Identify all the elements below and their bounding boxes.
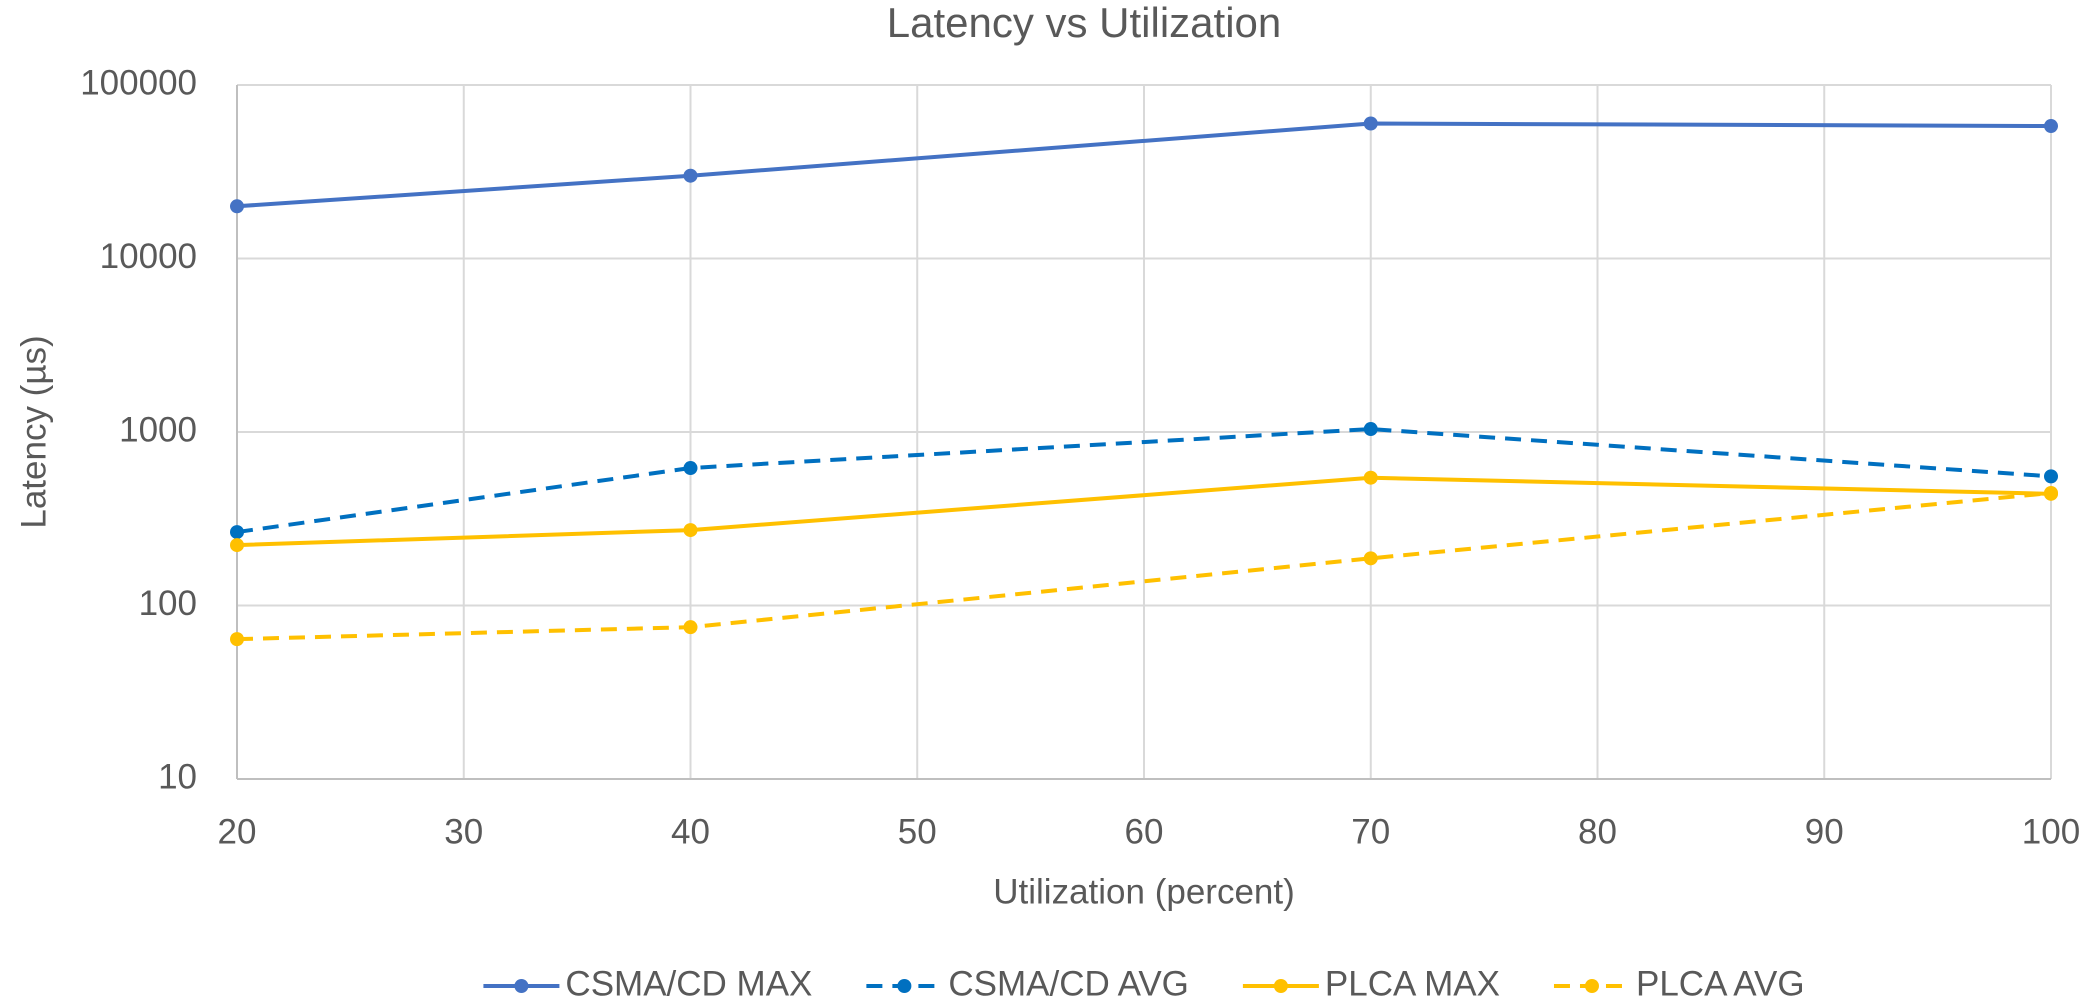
legend-marker <box>514 979 529 993</box>
x-tick-label: 20 <box>218 812 257 851</box>
x-tick-label: 70 <box>1351 812 1390 851</box>
data-point <box>683 523 698 538</box>
y-tick-label: 1000 <box>119 410 197 449</box>
y-tick-label: 100 <box>139 584 197 623</box>
data-point <box>230 632 244 647</box>
x-axis-title: Utilization (percent) <box>993 872 1295 911</box>
y-tick-label: 10000 <box>100 237 197 276</box>
x-tick-label: 100 <box>2022 812 2080 851</box>
data-point <box>683 461 698 476</box>
x-tick-label: 60 <box>1125 812 1164 851</box>
data-point <box>230 525 244 540</box>
data-point <box>683 620 698 635</box>
series-line <box>236 491 2052 642</box>
legend-label: PLCA MAX <box>1325 964 1500 1002</box>
legend-marker <box>1584 979 1599 993</box>
x-tick-label: 40 <box>671 812 710 851</box>
data-point <box>1363 551 1378 566</box>
x-tick-label: 50 <box>898 812 937 851</box>
x-tick-label: 80 <box>1578 812 1617 851</box>
legend-item: PLCA MAX <box>1242 964 1500 1002</box>
data-point <box>230 199 244 214</box>
legend-item: CSMA/CD AVG <box>866 964 1189 1002</box>
legend-label: CSMA/CD AVG <box>948 964 1189 1002</box>
y-tick-label: 100000 <box>80 63 197 102</box>
data-point <box>230 538 244 553</box>
data-point <box>2044 469 2058 484</box>
x-tick-label: 90 <box>1805 812 1844 851</box>
data-point <box>2044 119 2058 134</box>
series-line <box>236 121 2052 209</box>
y-axis-title: Latency (µs) <box>14 335 53 528</box>
legend-label: PLCA AVG <box>1636 964 1805 1002</box>
data-point <box>1363 470 1378 485</box>
legend-item: PLCA AVG <box>1553 964 1805 1002</box>
legend-marker <box>1273 979 1288 993</box>
data-point <box>2044 486 2058 501</box>
data-point <box>1363 116 1378 131</box>
x-tick-label: 30 <box>444 812 483 851</box>
series-line <box>236 475 2052 548</box>
data-point <box>1363 422 1378 437</box>
y-tick-label: 10 <box>158 757 197 796</box>
data-point <box>683 168 698 183</box>
chart-title: Latency vs Utilization <box>887 0 1282 46</box>
legend-item: CSMA/CD MAX <box>483 964 812 1002</box>
legend-label: CSMA/CD MAX <box>565 964 812 1002</box>
legend-marker <box>897 979 912 993</box>
